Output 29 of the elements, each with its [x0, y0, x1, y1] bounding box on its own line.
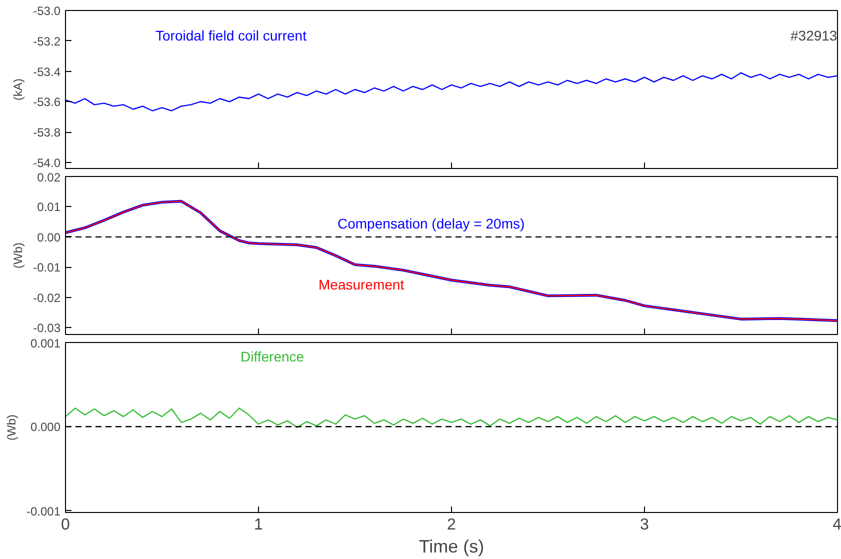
y-tick-label: 0.00	[37, 230, 61, 244]
y-tick-label: -53.4	[33, 64, 61, 79]
text: Toroidal field coil current	[156, 28, 307, 44]
y-tick-label: -0.03	[33, 321, 61, 336]
y-axis-title: (Wb)	[11, 242, 26, 268]
y-tick-label: -53.8	[33, 126, 61, 140]
y-tick-label: 0.02	[37, 170, 61, 184]
y-tick-label: -53.6	[33, 95, 61, 110]
x-tick-label: 4	[832, 516, 841, 534]
y-tick-label: -0.02	[33, 290, 61, 305]
x-tick-label: 0	[61, 516, 70, 534]
x-axis-title: Time (s)	[418, 536, 484, 556]
y-tick-label: -53.0	[33, 4, 61, 18]
text: Difference	[240, 348, 304, 364]
y-axis-title: (Wb)	[4, 414, 18, 440]
y-tick-label: -0.01	[33, 260, 61, 275]
y-axis-title: (kA)	[11, 78, 26, 100]
y-tick-label: -53.2	[33, 34, 61, 48]
x-tick-label: 1	[254, 516, 264, 534]
series-label: Measurement	[318, 276, 404, 292]
y-tick-label: 0.000	[30, 420, 61, 434]
series-label: Compensation (delay = 20ms)	[338, 216, 525, 232]
y-tick-label: -0.001	[26, 504, 61, 518]
y-tick-label: 0.001	[30, 336, 61, 350]
y-tick-label: -54.0	[33, 156, 61, 170]
x-tick-label: 2	[447, 516, 456, 534]
annotation: #32913	[790, 28, 838, 44]
x-tick-label: 3	[640, 516, 650, 534]
y-tick-label: 0.01	[37, 200, 61, 214]
